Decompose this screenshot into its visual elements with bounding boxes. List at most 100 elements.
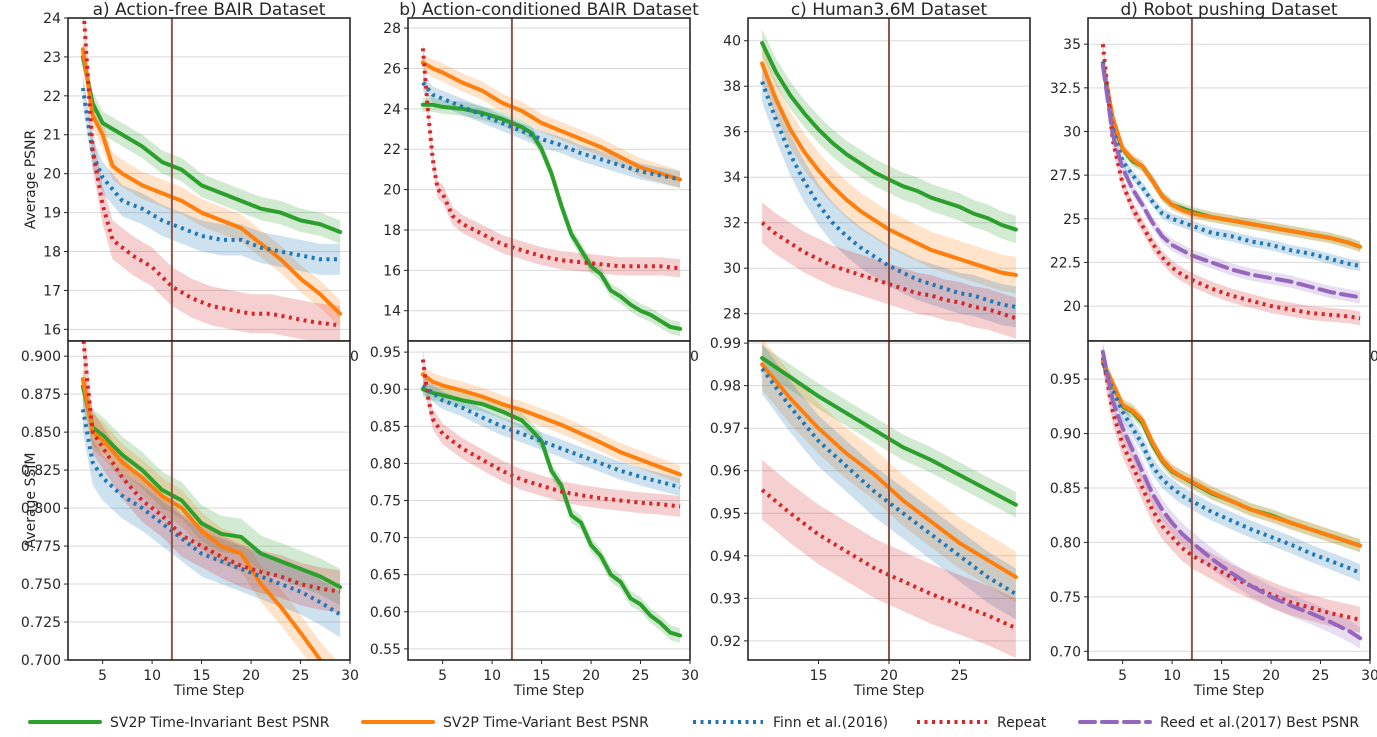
y-tick-label: 24 xyxy=(383,102,401,118)
legend-label: Repeat xyxy=(997,715,1047,731)
x-tick-label: 10 xyxy=(1163,668,1181,684)
series-line-orange xyxy=(420,60,683,182)
y-tick-label: 0.85 xyxy=(1050,481,1081,497)
panel-title: b) Action-conditioned BAIR Dataset xyxy=(399,0,699,20)
confidence-band xyxy=(422,376,681,497)
y-tick-label: 0.85 xyxy=(370,419,401,435)
y-tick-label: 0.98 xyxy=(710,379,741,395)
y-tick-label: 19 xyxy=(43,206,61,222)
y-tick-label: 0.97 xyxy=(710,421,741,437)
legend-item-purple: Reed et al.(2017) Best PSNR xyxy=(1078,715,1359,731)
panel-a_ssim: 0.700 0.725 0.750 0.775 0.800 0.825 0.850 0.875… xyxy=(21,340,359,699)
y-tick-label: 40 xyxy=(723,34,741,50)
y-tick-label: 34 xyxy=(723,170,741,186)
x-tick-label: 30 xyxy=(1361,668,1377,684)
y-tick-label: 0.65 xyxy=(370,568,401,584)
panel-title: a) Action-free BAIR Dataset xyxy=(93,0,326,20)
series-line-orange xyxy=(80,47,343,316)
plot-content xyxy=(80,18,343,341)
legend-label: SV2P Time-Variant Best PSNR xyxy=(443,715,649,731)
y-tick-label: 32 xyxy=(723,216,741,232)
panels: 16 17 18 19 20 21 22 23 24 5 10 15 20 25 30 a) Action-f… xyxy=(21,0,1377,699)
y-axis-label: Average SSIM xyxy=(23,453,39,549)
series-line-orange xyxy=(80,376,323,660)
panel-d_ssim: 0.70 0.75 0.80 0.85 0.90 0.95 5 10 15 20 25 30 Time … xyxy=(1050,340,1377,699)
y-tick-label: 17 xyxy=(43,283,61,299)
confidence-band xyxy=(422,74,681,188)
legend-label: SV2P Time-Invariant Best PSNR xyxy=(110,715,330,731)
legend-label: Reed et al.(2017) Best PSNR xyxy=(1160,715,1359,731)
legend-item-blue: Finn et al.(2016) xyxy=(693,715,888,731)
y-tick-label: 25 xyxy=(1063,212,1081,228)
panel-b_ssim: 0.55 0.60 0.65 0.70 0.75 0.80 0.85 0.90 0.95 5 10 1… xyxy=(370,340,699,699)
y-tick-label: 0.70 xyxy=(370,531,401,547)
series-line-orange xyxy=(420,372,683,477)
y-tick-label: 16 xyxy=(383,263,401,279)
panel-c_ssim: 0.92 0.93 0.94 0.95 0.96 0.97 0.98 0.99 15 20 25 Ti… xyxy=(710,336,1031,699)
x-axis-label: Time Step xyxy=(1193,683,1265,699)
y-tick-label: 0.95 xyxy=(1050,372,1081,388)
x-tick-label: 20 xyxy=(1262,668,1280,684)
legend-item-green: SV2P Time-Invariant Best PSNR xyxy=(28,715,330,731)
x-tick-label: 15 xyxy=(810,668,828,684)
confidence-band xyxy=(422,349,681,517)
y-tick-label: 0.99 xyxy=(710,336,741,352)
panel-title: d) Robot pushing Dataset xyxy=(1121,0,1338,20)
x-axis-label: Time Step xyxy=(513,683,585,699)
y-tick-label: 0.825 xyxy=(21,463,61,479)
y-axis-label: Average PSNR xyxy=(23,130,39,230)
y-tick-label: 27.5 xyxy=(1050,168,1081,184)
legend-item-orange: SV2P Time-Variant Best PSNR xyxy=(361,715,649,731)
y-tick-label: 0.96 xyxy=(710,464,741,480)
series-line-green xyxy=(80,384,343,590)
y-tick-label: 0.95 xyxy=(710,506,741,522)
plot-area xyxy=(1088,18,1370,341)
y-tick-label: 24 xyxy=(43,11,61,27)
confidence-band xyxy=(82,360,337,660)
y-tick-label: 20 xyxy=(383,183,401,199)
series-line-red xyxy=(82,18,341,328)
confidence-band xyxy=(422,365,681,484)
series-line-blue xyxy=(760,367,1017,596)
x-tick-label: 20 xyxy=(582,668,600,684)
y-tick-label: 0.875 xyxy=(21,387,61,403)
y-tick-label: 0.700 xyxy=(21,653,61,669)
x-tick-label: 5 xyxy=(98,668,107,684)
plot-area xyxy=(68,18,350,341)
y-tick-label: 0.850 xyxy=(21,425,61,441)
y-tick-label: 23 xyxy=(43,50,61,66)
series-line-green xyxy=(80,54,343,235)
y-tick-label: 0.93 xyxy=(710,591,741,607)
confidence-band xyxy=(1102,356,1361,553)
y-tick-label: 0.55 xyxy=(370,642,401,658)
y-tick-label: 30 xyxy=(1063,124,1081,140)
y-tick-label: 0.70 xyxy=(1050,644,1081,660)
y-tick-label: 38 xyxy=(723,79,741,95)
series-line-red xyxy=(1100,356,1361,622)
confidence-band xyxy=(82,341,341,613)
y-tick-label: 0.800 xyxy=(21,501,61,517)
y-tick-label: 0.80 xyxy=(1050,535,1081,551)
confidence-band xyxy=(82,18,341,341)
confidence-band xyxy=(762,29,1016,244)
panel-c_psnr: 28303234363840152025c) Human3.6M Dataset xyxy=(723,0,1031,365)
axes-frame xyxy=(747,340,1031,661)
series-line-red xyxy=(420,359,681,509)
panel-a_psnr: 16171819202122232451015202530a) Action-f… xyxy=(23,0,359,365)
x-tick-label: 20 xyxy=(242,668,260,684)
y-tick-label: 22 xyxy=(383,142,401,158)
x-tick-label: 30 xyxy=(341,668,359,684)
y-tick-label: 0.94 xyxy=(710,549,741,565)
x-tick-label: 15 xyxy=(193,668,211,684)
y-tick-label: 16 xyxy=(43,322,61,338)
y-tick-label: 28 xyxy=(723,307,741,323)
x-tick-label: 15 xyxy=(1213,668,1231,684)
confidence-band xyxy=(82,368,341,606)
panel-title: c) Human3.6M Dataset xyxy=(791,0,988,20)
y-tick-label: 0.90 xyxy=(370,382,401,398)
legend: SV2P Time-Invariant Best PSNR SV2P Time-V… xyxy=(28,715,1359,731)
axes-frame xyxy=(67,340,351,661)
y-tick-label: 0.725 xyxy=(21,615,61,631)
